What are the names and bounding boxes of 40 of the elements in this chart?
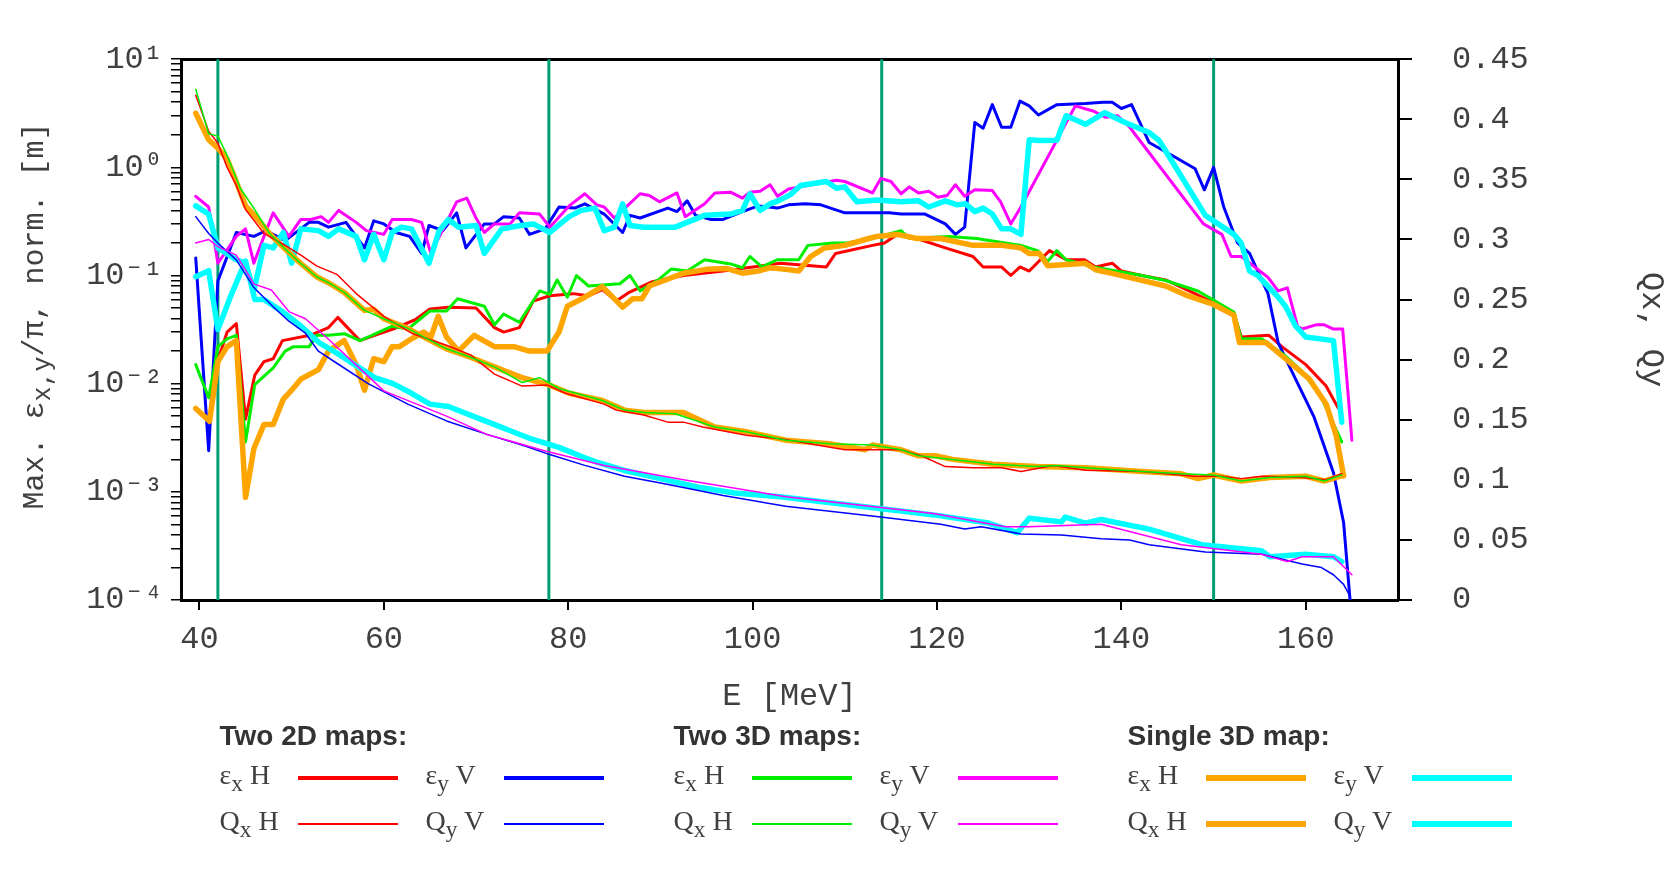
y2-tick-label: 0.35 [1452,160,1529,198]
x-tick-label: 80 [549,620,588,658]
x-axis-title: E [MeV] [722,678,857,716]
legend-label: ε$_{x}$ H [219,759,272,797]
x-tick-label: 160 [1277,620,1335,658]
y-tick-label: 10⁻³ [86,473,163,511]
y-tick-label: 10⁻⁴ [86,581,163,619]
y2-tick-label: 0.2 [1452,341,1510,379]
y-tick-label: 10¹ [105,40,163,78]
y-tick-label: 10⁻² [86,365,163,403]
legend-label: Q$_{x}$ H [673,805,734,843]
legend-label: Q$_{y}$ V [879,805,940,843]
y2-tick-label: 0.45 [1452,40,1529,78]
legend-label: ε$_{y}$ V [425,759,477,797]
y-tick-label: 10⁻¹ [86,256,163,294]
legend-label: Q$_{x}$ H [219,805,280,843]
y2-tick-label: 0.1 [1452,461,1510,499]
legend-label: ε$_{y}$ V [879,759,931,797]
text: Single 3D map: [1127,720,1330,752]
y2-tick-label: 0.15 [1452,401,1529,439]
y2-tick-label: 0.4 [1452,100,1510,138]
x-tick-label: 100 [723,620,782,658]
x-tick-label: 60 [364,620,404,658]
text: Two 2D maps: [219,720,408,752]
legend-label: ε$_{x}$ H [673,759,726,797]
text: Two 3D maps: [673,720,862,752]
y2-tick-label: 0 [1452,581,1472,619]
y2-tick-label: 0.3 [1452,220,1510,258]
legend-label: Q$_{y}$ V [1333,805,1394,843]
legend-label: Q$_{y}$ V [425,805,486,843]
x-tick-label: 140 [1092,620,1151,658]
y2-axis-title: Qx, Qy [1633,271,1671,388]
legend-label: Q$_{x}$ H [1127,805,1188,843]
legend-label: ε$_{x}$ H [1127,759,1180,797]
y2-tick-label: 0.25 [1452,281,1529,319]
y-tick-label: 10⁰ [105,148,163,186]
y2-tick-label: 0.05 [1452,521,1529,559]
x-tick-label: 40 [180,620,219,658]
legend-label: ε$_{y}$ V [1333,759,1385,797]
x-tick-label: 120 [908,620,966,658]
